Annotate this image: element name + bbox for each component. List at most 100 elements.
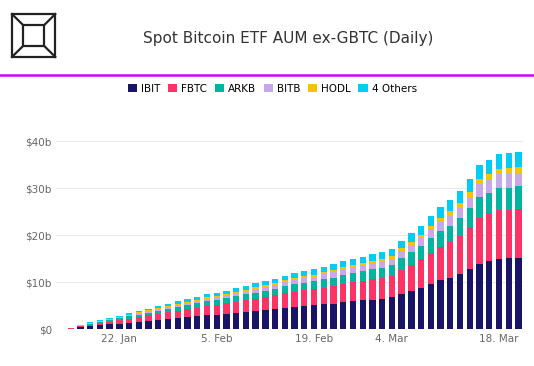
Bar <box>233 292 239 293</box>
Bar <box>331 277 336 286</box>
Bar <box>457 191 463 203</box>
Bar <box>428 238 434 253</box>
Bar <box>106 324 113 329</box>
Bar <box>126 315 132 317</box>
Bar <box>496 154 502 169</box>
Bar <box>145 310 152 311</box>
Bar <box>496 169 502 175</box>
Bar <box>87 325 93 326</box>
Bar <box>194 303 200 307</box>
Bar <box>155 306 161 308</box>
Bar <box>214 297 220 300</box>
Bar <box>331 270 336 272</box>
Bar <box>311 305 317 329</box>
Bar <box>243 312 249 329</box>
Bar <box>467 227 473 269</box>
Bar <box>281 308 288 329</box>
Bar <box>476 218 483 264</box>
Bar <box>253 311 259 329</box>
Bar <box>262 285 269 287</box>
Bar <box>398 251 405 258</box>
Bar <box>184 309 191 317</box>
Bar <box>116 317 122 318</box>
Bar <box>379 252 386 259</box>
Bar <box>292 284 298 292</box>
Bar <box>126 317 132 318</box>
Bar <box>350 302 356 329</box>
Bar <box>379 261 386 268</box>
Bar <box>506 174 512 188</box>
Bar <box>389 298 395 329</box>
Bar <box>223 314 230 329</box>
Bar <box>506 210 512 258</box>
Bar <box>408 253 414 265</box>
Bar <box>320 305 327 329</box>
Bar <box>379 259 386 261</box>
Text: Spot Bitcoin ETF AUM ex-GBTC (Daily): Spot Bitcoin ETF AUM ex-GBTC (Daily) <box>143 31 434 46</box>
Bar <box>97 323 103 325</box>
Bar <box>447 242 453 278</box>
Bar <box>97 325 103 329</box>
Bar <box>428 284 434 329</box>
Bar <box>408 245 414 253</box>
Bar <box>253 289 259 292</box>
Bar <box>340 270 347 275</box>
Bar <box>437 247 444 280</box>
Bar <box>243 290 249 291</box>
Bar <box>350 265 356 268</box>
Bar <box>106 318 113 319</box>
Bar <box>165 306 171 307</box>
Bar <box>340 268 347 270</box>
Bar <box>379 277 386 299</box>
Bar <box>398 240 405 248</box>
Bar <box>359 263 366 266</box>
Bar <box>301 271 308 276</box>
Bar <box>379 268 386 277</box>
Bar <box>97 320 103 321</box>
Bar <box>145 321 152 329</box>
Bar <box>467 197 473 208</box>
Bar <box>223 303 230 314</box>
Bar <box>253 283 259 287</box>
Bar <box>359 300 366 329</box>
Bar <box>340 261 347 268</box>
Bar <box>486 180 492 193</box>
Bar <box>262 297 269 310</box>
Bar <box>476 184 483 197</box>
Bar <box>77 327 83 329</box>
Bar <box>311 289 317 305</box>
Bar <box>389 249 395 256</box>
Bar <box>398 270 405 294</box>
Bar <box>194 301 200 303</box>
Bar <box>281 280 288 282</box>
Bar <box>486 214 492 261</box>
Bar <box>262 291 269 297</box>
Bar <box>87 323 93 324</box>
Bar <box>262 310 269 329</box>
Bar <box>301 283 308 290</box>
Bar <box>116 315 122 317</box>
Bar <box>447 211 453 216</box>
Bar <box>233 296 239 302</box>
Bar <box>350 283 356 302</box>
Bar <box>292 280 298 284</box>
Bar <box>486 193 492 214</box>
Bar <box>437 231 444 247</box>
Bar <box>467 179 473 192</box>
Bar <box>155 309 161 311</box>
Bar <box>418 259 425 288</box>
Bar <box>136 317 142 322</box>
Bar <box>320 272 327 274</box>
Bar <box>145 313 152 315</box>
Bar <box>194 300 200 301</box>
Bar <box>301 290 308 306</box>
Bar <box>408 233 414 242</box>
Bar <box>437 218 444 222</box>
Bar <box>106 322 113 324</box>
Bar <box>506 188 512 210</box>
Bar <box>262 287 269 291</box>
Bar <box>476 197 483 218</box>
Bar <box>350 268 356 273</box>
Bar <box>340 275 347 284</box>
Bar <box>204 315 210 329</box>
